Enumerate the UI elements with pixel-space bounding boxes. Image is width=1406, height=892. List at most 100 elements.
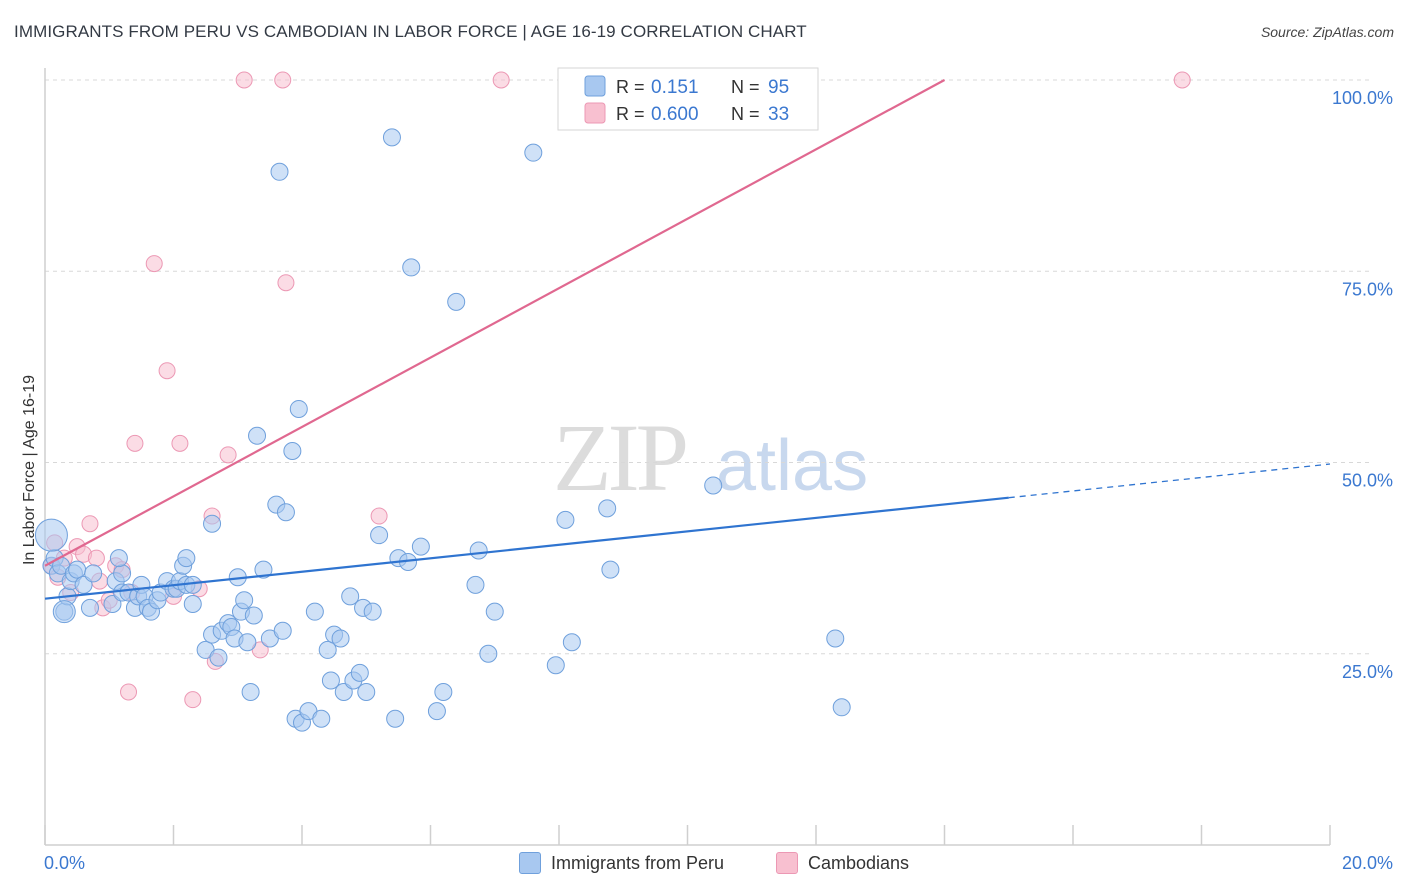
peru-point bbox=[273, 621, 292, 640]
cambodians-swatch-icon bbox=[776, 852, 798, 874]
peru-point bbox=[447, 292, 466, 311]
cambodians-trend-line bbox=[44, 79, 946, 567]
axes bbox=[44, 68, 1331, 846]
peru-point bbox=[209, 648, 228, 667]
peru-point bbox=[479, 644, 498, 663]
peru-point bbox=[177, 549, 196, 568]
peru-point bbox=[427, 702, 446, 721]
peru-point bbox=[832, 698, 851, 717]
legend-n-value-2: 33 bbox=[768, 104, 789, 125]
peru-point bbox=[238, 633, 257, 652]
cambodians-point bbox=[251, 641, 269, 659]
peru-point bbox=[370, 526, 389, 545]
peru-point bbox=[341, 587, 360, 606]
peru-point bbox=[248, 426, 267, 445]
peru-point bbox=[283, 442, 302, 461]
peru-point bbox=[386, 709, 405, 728]
peru-point bbox=[546, 656, 565, 675]
peru-point bbox=[289, 399, 308, 418]
cambodians-point bbox=[219, 446, 237, 464]
legend-label-cambodians: Cambodians bbox=[808, 852, 910, 873]
cambodians-point bbox=[184, 691, 202, 709]
legend-swatch-cambodians bbox=[584, 102, 606, 124]
legend-r-label-2: R = bbox=[616, 104, 645, 124]
legend-n-label-1: N = bbox=[731, 77, 760, 97]
x-tick-label: 0.0% bbox=[44, 853, 85, 873]
peru-point bbox=[34, 518, 68, 552]
peru-swatch-icon bbox=[519, 852, 541, 874]
peru-point bbox=[113, 564, 132, 583]
peru-point bbox=[203, 514, 222, 533]
peru-point bbox=[411, 537, 430, 556]
y-tick-label: 25.0% bbox=[1342, 662, 1393, 682]
cambodians-point bbox=[81, 515, 99, 533]
peru-trend-extension bbox=[1008, 463, 1331, 499]
y-axis-label: In Labor Force | Age 16-19 bbox=[21, 375, 38, 565]
peru-point bbox=[52, 600, 76, 624]
peru-point bbox=[312, 709, 331, 728]
cambodians-point bbox=[492, 71, 510, 89]
chart-title: IMMIGRANTS FROM PERU VS CAMBODIAN IN LAB… bbox=[14, 22, 807, 41]
peru-point bbox=[524, 143, 543, 162]
legend-item-peru: Immigrants from Peru bbox=[519, 852, 724, 874]
peru-point bbox=[357, 683, 376, 701]
peru-point bbox=[704, 476, 723, 495]
peru-point bbox=[382, 128, 401, 147]
cambodians-point bbox=[370, 507, 388, 525]
peru-point bbox=[270, 162, 289, 181]
peru-point bbox=[350, 663, 369, 682]
legend-r-value-1: 0.151 bbox=[651, 77, 699, 98]
stats-legend: R = 0.151 N = 95 R = 0.600 N = 33 bbox=[557, 67, 819, 131]
cambodians-point bbox=[235, 71, 253, 89]
peru-point bbox=[183, 595, 202, 614]
cambodians-point bbox=[171, 434, 189, 452]
cambodians-point bbox=[126, 434, 144, 452]
peru-point bbox=[363, 602, 382, 621]
legend-r-value-2: 0.600 bbox=[651, 104, 699, 125]
cambodians-point bbox=[145, 255, 163, 273]
legend-n-label-2: N = bbox=[731, 104, 760, 124]
y-tick-label: 50.0% bbox=[1342, 471, 1393, 491]
cambodians-points bbox=[42, 71, 1191, 709]
legend-swatch-peru bbox=[584, 75, 606, 97]
peru-point bbox=[305, 602, 324, 621]
peru-point bbox=[331, 629, 350, 648]
x-tick-label: 20.0% bbox=[1342, 853, 1393, 873]
legend-r-label-1: R = bbox=[616, 77, 645, 97]
peru-point bbox=[556, 510, 575, 529]
y-tick-label: 100.0% bbox=[1332, 88, 1393, 108]
grid-lines bbox=[45, 79, 1370, 655]
source-label: Source: ZipAtlas.com bbox=[1260, 24, 1394, 40]
peru-point bbox=[826, 629, 845, 648]
cambodians-point bbox=[274, 71, 292, 89]
peru-point bbox=[562, 633, 581, 652]
peru-point bbox=[103, 595, 122, 614]
legend-label-peru: Immigrants from Peru bbox=[551, 852, 725, 873]
watermark-atlas: atlas bbox=[716, 426, 868, 506]
peru-point bbox=[601, 560, 620, 579]
peru-point bbox=[235, 591, 254, 610]
tick-labels: 25.0% 50.0% 75.0% 100.0% 0.0% 20.0% bbox=[44, 88, 1393, 873]
peru-point bbox=[402, 258, 421, 277]
peru-points bbox=[34, 128, 851, 732]
peru-point bbox=[469, 541, 488, 560]
peru-point bbox=[244, 606, 263, 625]
y-tick-label: 75.0% bbox=[1342, 279, 1393, 299]
peru-point bbox=[485, 602, 504, 621]
peru-point bbox=[80, 598, 99, 617]
peru-point bbox=[68, 560, 87, 579]
peru-point bbox=[74, 575, 93, 594]
peru-point bbox=[598, 499, 617, 518]
peru-point bbox=[84, 564, 103, 583]
peru-trend-line bbox=[44, 496, 1009, 600]
legend-n-value-1: 95 bbox=[768, 77, 789, 98]
peru-point bbox=[334, 683, 353, 701]
peru-point bbox=[321, 671, 340, 690]
peru-point bbox=[241, 683, 260, 701]
cambodians-point bbox=[120, 683, 138, 701]
cambodians-point bbox=[277, 274, 295, 292]
cambodians-point bbox=[1173, 71, 1191, 89]
peru-point bbox=[466, 575, 485, 594]
cambodians-point bbox=[158, 362, 176, 380]
peru-point bbox=[434, 683, 453, 701]
